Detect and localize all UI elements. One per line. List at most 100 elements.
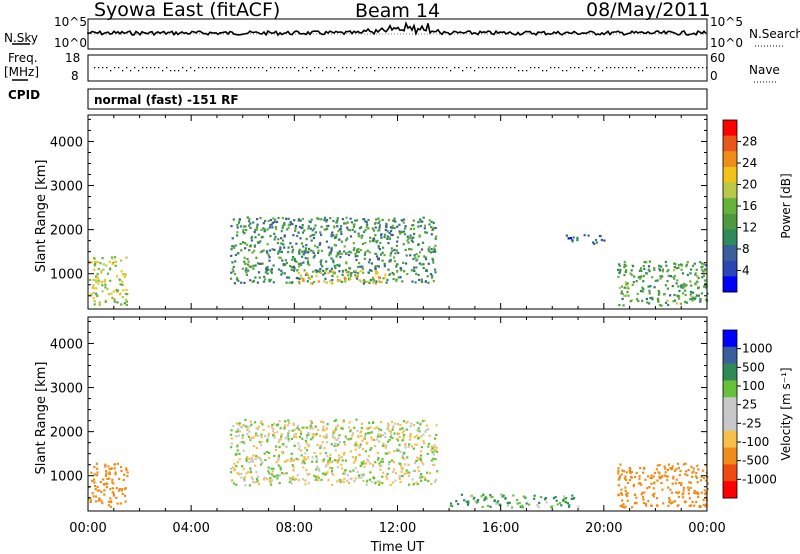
freq-point bbox=[442, 67, 444, 69]
data-cell bbox=[295, 242, 298, 245]
data-cell bbox=[647, 265, 651, 268]
data-cell bbox=[366, 280, 369, 283]
data-cell bbox=[93, 268, 96, 271]
data-cell bbox=[377, 456, 380, 459]
data-cell bbox=[624, 475, 627, 478]
data-cell bbox=[694, 296, 697, 299]
data-cell bbox=[617, 268, 620, 271]
data-cell bbox=[473, 496, 476, 499]
data-cell bbox=[668, 497, 671, 500]
data-cell bbox=[381, 218, 384, 221]
data-cell bbox=[336, 220, 339, 223]
freq-tick-top: 18 bbox=[65, 51, 81, 65]
data-cell bbox=[387, 242, 390, 245]
data-cell bbox=[393, 256, 396, 259]
data-cell bbox=[263, 228, 266, 231]
data-cell bbox=[626, 499, 629, 502]
data-cell bbox=[235, 422, 238, 425]
data-cell bbox=[676, 462, 680, 465]
freq-point bbox=[146, 67, 148, 69]
data-cell bbox=[680, 482, 683, 485]
data-cell bbox=[379, 468, 382, 471]
freq-point bbox=[138, 70, 140, 72]
data-cell bbox=[237, 429, 240, 432]
data-cell bbox=[240, 476, 243, 479]
data-cell bbox=[324, 436, 327, 439]
data-cell bbox=[387, 268, 390, 271]
data-cell bbox=[349, 235, 353, 238]
data-cell bbox=[682, 463, 686, 466]
data-cell bbox=[121, 492, 124, 495]
data-cell bbox=[627, 294, 630, 297]
data-cell bbox=[676, 279, 679, 282]
data-cell bbox=[650, 476, 653, 480]
data-cell bbox=[284, 424, 287, 427]
data-cell bbox=[388, 231, 391, 234]
data-cell bbox=[330, 443, 333, 446]
data-cell bbox=[301, 437, 304, 440]
data-cell bbox=[321, 265, 324, 268]
data-cell bbox=[103, 482, 106, 486]
data-cell bbox=[675, 302, 678, 305]
data-cell bbox=[303, 462, 306, 465]
data-cell bbox=[307, 277, 310, 280]
data-cell bbox=[293, 428, 297, 431]
data-cell bbox=[424, 231, 427, 234]
data-cell bbox=[402, 243, 405, 246]
data-cell bbox=[123, 302, 126, 305]
data-cell bbox=[642, 280, 645, 283]
data-cell bbox=[365, 280, 368, 283]
data-cell bbox=[382, 442, 385, 445]
colorbar-swatch bbox=[723, 346, 737, 365]
data-cell bbox=[289, 264, 292, 268]
data-cell bbox=[337, 279, 340, 282]
data-cell bbox=[274, 475, 277, 478]
data-cell bbox=[232, 424, 235, 428]
data-cell bbox=[301, 478, 305, 481]
freq-point bbox=[414, 67, 416, 69]
freq-point bbox=[634, 67, 636, 69]
data-cell bbox=[435, 424, 438, 427]
data-cell bbox=[600, 238, 603, 242]
data-cell bbox=[291, 258, 294, 261]
data-cell bbox=[242, 230, 245, 233]
data-cell bbox=[386, 237, 389, 240]
data-cell bbox=[375, 241, 378, 244]
data-cell bbox=[298, 225, 302, 229]
data-cell bbox=[378, 480, 381, 483]
data-cell bbox=[694, 273, 697, 276]
data-cell bbox=[236, 231, 239, 234]
data-cell bbox=[277, 216, 280, 220]
data-cell bbox=[640, 493, 643, 496]
data-cell bbox=[697, 468, 700, 471]
data-cell bbox=[370, 262, 373, 265]
data-cell bbox=[482, 493, 485, 496]
data-cell bbox=[389, 258, 392, 261]
freq-point bbox=[494, 67, 496, 69]
data-cell bbox=[254, 464, 257, 467]
data-cell bbox=[427, 428, 430, 431]
data-cell bbox=[678, 289, 681, 293]
data-cell bbox=[304, 249, 307, 252]
data-cell bbox=[648, 260, 651, 263]
data-cell bbox=[400, 474, 404, 477]
data-cell bbox=[253, 245, 256, 248]
data-cell bbox=[297, 219, 300, 222]
data-cell bbox=[360, 266, 364, 269]
data-cell bbox=[340, 230, 343, 233]
data-cell bbox=[270, 269, 273, 272]
data-cell bbox=[333, 444, 336, 448]
data-cell bbox=[269, 477, 272, 480]
data-cell bbox=[417, 221, 420, 224]
freq-point bbox=[662, 67, 664, 69]
data-cell bbox=[382, 246, 385, 249]
data-cell bbox=[230, 471, 233, 474]
data-cell bbox=[407, 445, 410, 448]
data-cell bbox=[648, 486, 651, 489]
data-cell bbox=[433, 247, 436, 250]
data-cell bbox=[124, 487, 127, 491]
data-cell bbox=[405, 471, 409, 474]
data-cell bbox=[269, 218, 272, 222]
data-cell bbox=[336, 253, 339, 256]
data-cell bbox=[690, 268, 693, 271]
